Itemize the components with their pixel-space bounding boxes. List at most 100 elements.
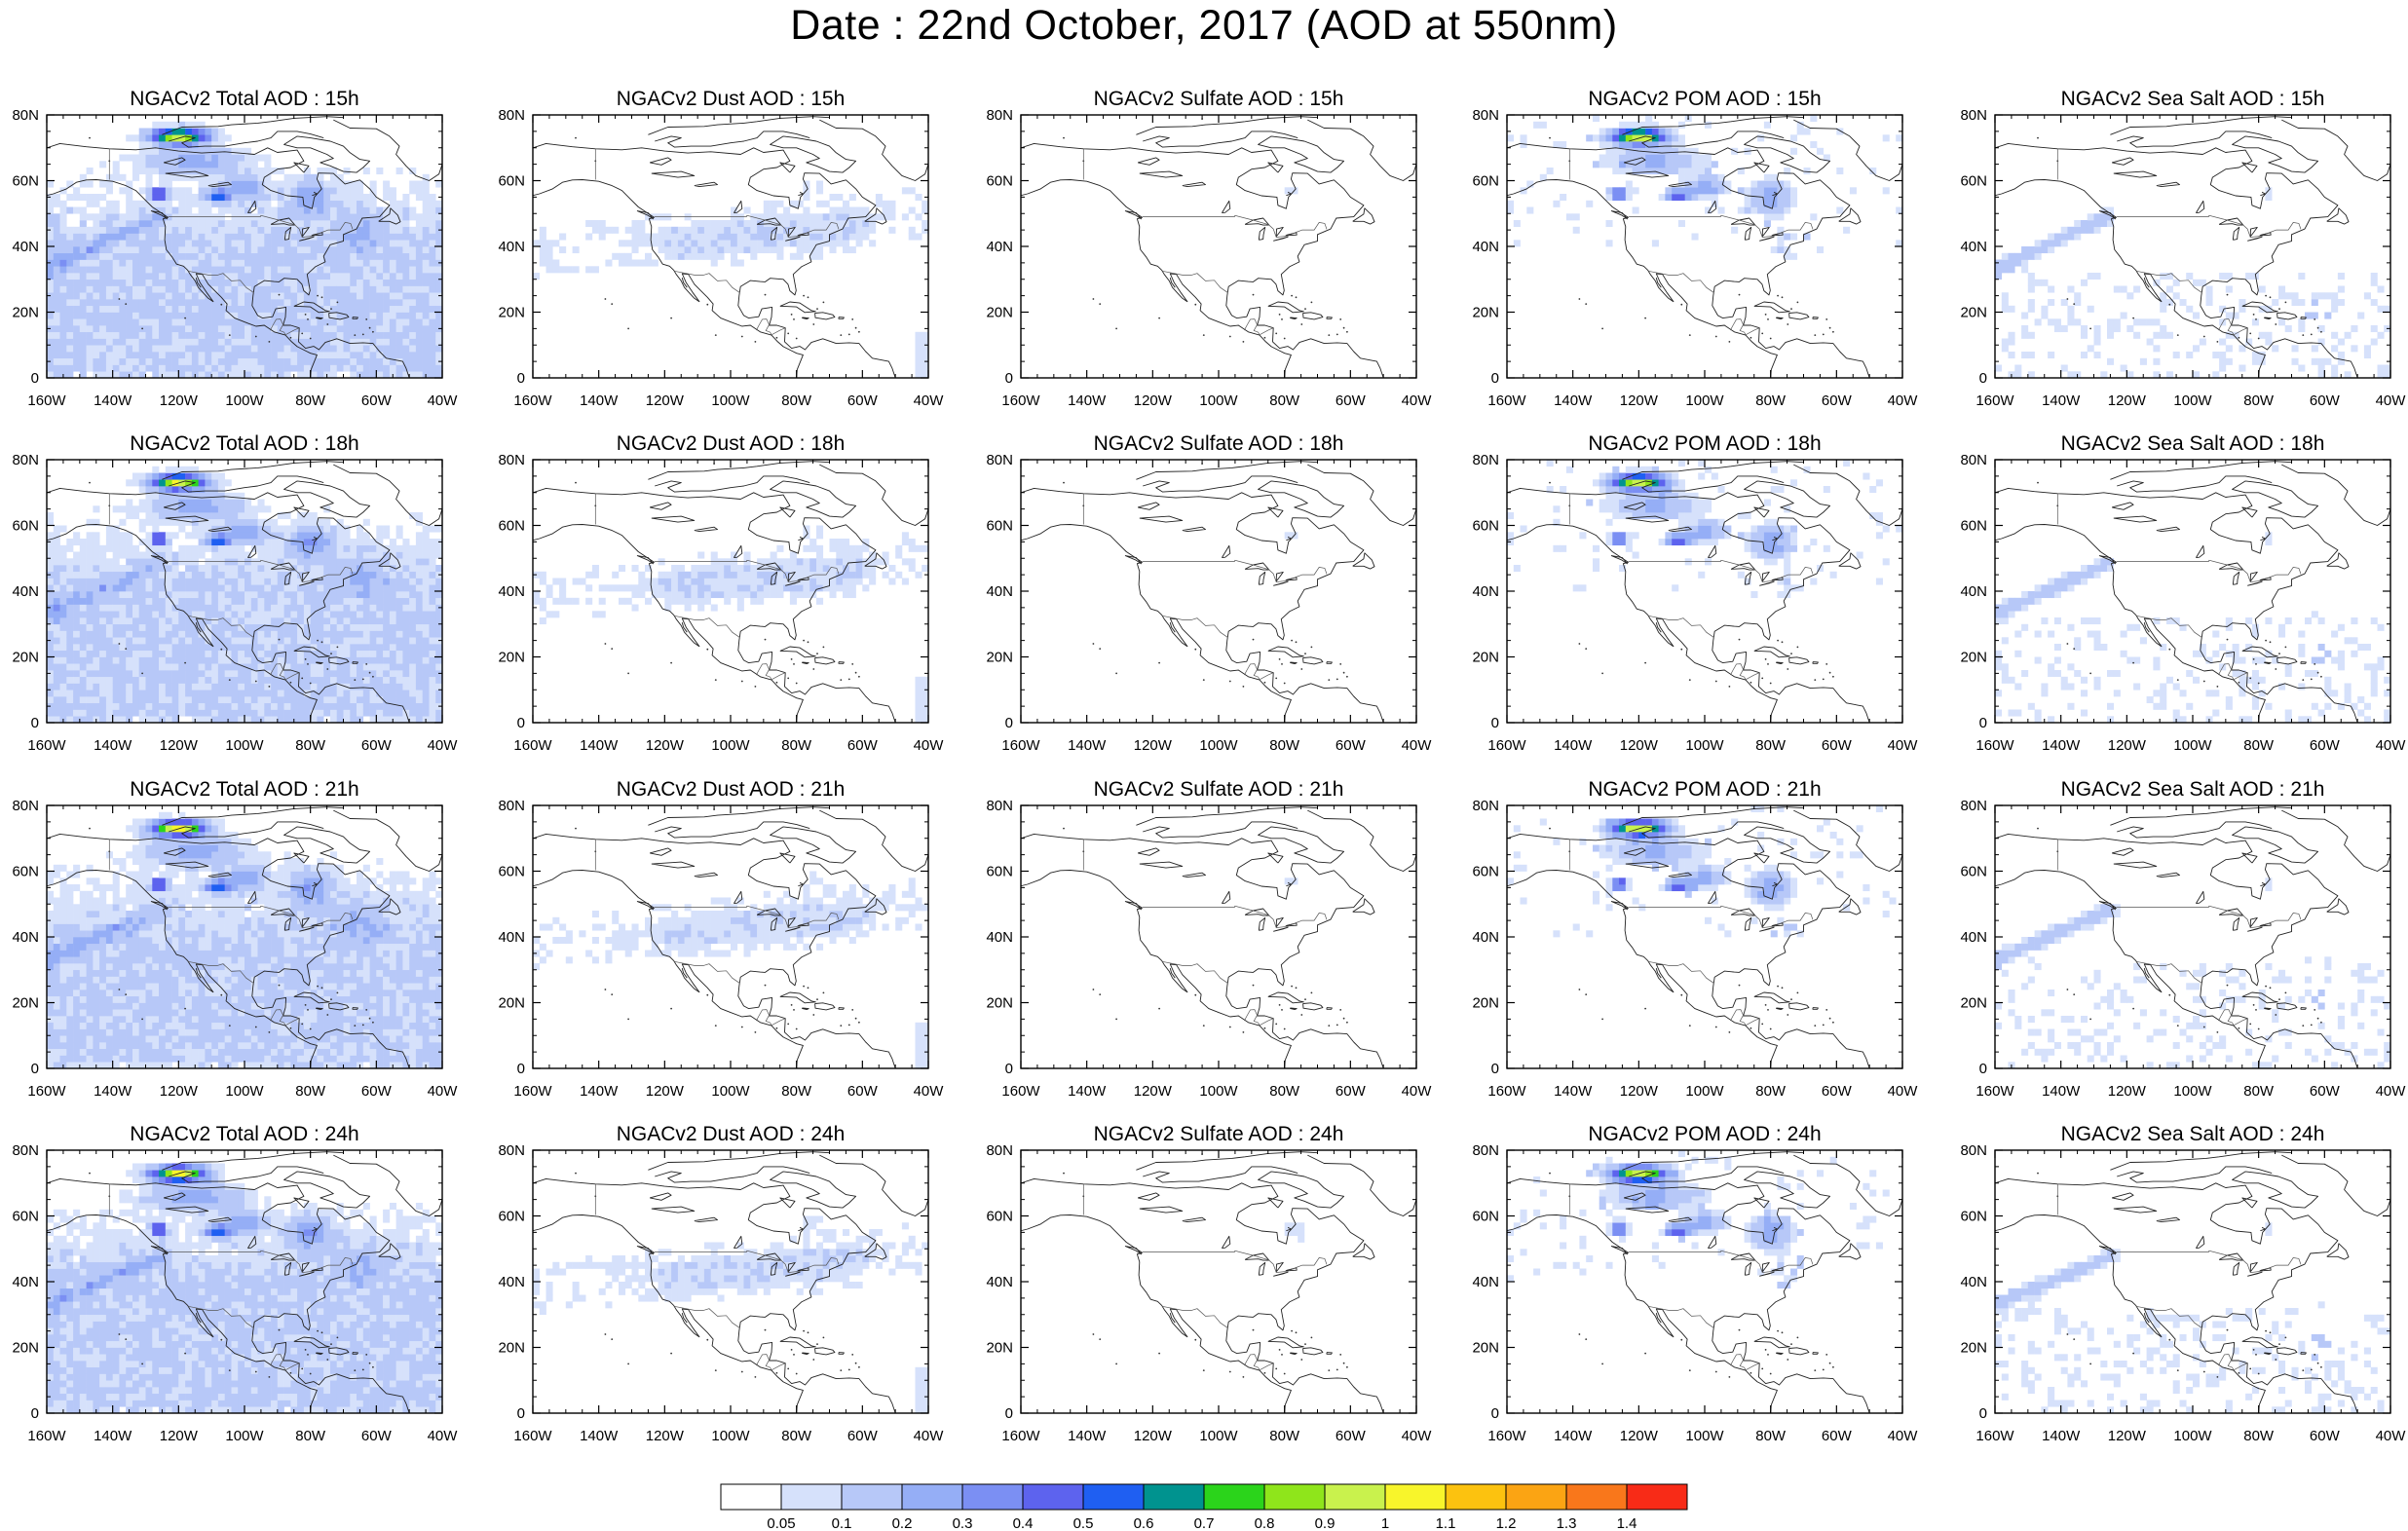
lon-tick-label: 100W xyxy=(2173,392,2212,409)
plot-frame xyxy=(1020,1149,1417,1414)
lon-tick-label: 160W xyxy=(1001,1083,1040,1100)
lon-tick-label: 60W xyxy=(1822,737,1853,754)
lon-tick-label: 40W xyxy=(428,1428,459,1444)
lat-tick-label: 20N xyxy=(1472,305,1499,321)
country-borders xyxy=(594,1183,840,1371)
lat-tick-label: 60N xyxy=(498,173,525,190)
lat-tick-label: 20N xyxy=(12,305,39,321)
lat-tick-label: 60N xyxy=(12,864,39,880)
lat-tick-label: 40N xyxy=(498,1274,525,1290)
colorbar-swatch xyxy=(1203,1483,1265,1511)
lat-tick-label: 20N xyxy=(1472,650,1499,666)
aod-field xyxy=(1507,115,1902,260)
coastlines xyxy=(533,116,928,378)
lon-tick-label: 80W xyxy=(1755,737,1787,754)
lat-tick-label: 0 xyxy=(1979,370,1987,387)
colorbar-label: 1 xyxy=(1381,1515,1389,1531)
lon-tick-label: 160W xyxy=(1975,1083,2014,1100)
lat-tick-label: 60N xyxy=(1960,518,1987,535)
aod-field xyxy=(533,1215,928,1413)
map-panel-dust: NGACv2 Dust AOD : 15h 160W 140W 120W 100W 80W… xyxy=(484,78,971,419)
lon-tick-label: 160W xyxy=(1001,392,1040,409)
aod-field xyxy=(533,525,928,723)
lon-tick-label: 140W xyxy=(1554,1083,1593,1100)
lon-tick-label: 40W xyxy=(914,1428,945,1444)
lon-tick-label: 140W xyxy=(94,1083,132,1100)
map-panel-dust: NGACv2 Dust AOD : 18h 160W 140W 120W 100W 80W… xyxy=(484,423,971,764)
lat-tick-label: 40N xyxy=(498,929,525,946)
lon-tick-label: 80W xyxy=(295,1428,326,1444)
panel-title: NGACv2 POM AOD : 15h xyxy=(1588,88,1822,110)
lon-tick-label: 120W xyxy=(160,1083,199,1100)
panel-title: NGACv2 Dust AOD : 21h xyxy=(616,778,846,801)
lon-tick-label: 140W xyxy=(1554,1428,1593,1444)
lon-tick-label: 60W xyxy=(361,1083,393,1100)
lat-tick-label: 40N xyxy=(12,239,39,255)
lat-tick-label: 40N xyxy=(986,239,1013,255)
lat-tick-label: 80N xyxy=(986,798,1013,814)
lat-tick-label: 60N xyxy=(986,518,1013,535)
lon-tick-label: 120W xyxy=(646,1428,685,1444)
lon-tick-label: 160W xyxy=(27,737,66,754)
lon-tick-label: 60W xyxy=(361,392,393,409)
lon-tick-label: 40W xyxy=(428,1083,459,1100)
coastlines xyxy=(47,806,442,1068)
colorbar-label: 0.8 xyxy=(1255,1515,1275,1531)
aod-field xyxy=(1995,878,2390,1068)
map-plot: 160W 140W 120W 100W 80W 60W 40W 0 20N 40N 60N 80N xyxy=(1472,798,1918,1100)
lat-tick-label: 0 xyxy=(1005,715,1013,731)
map-panel-pom: NGACv2 POM AOD : 15h 160W 140W 120W 100W 80W 6… xyxy=(1458,78,1945,419)
map-panel-sulfate: NGACv2 Sulfate AOD : 24h 160W 140W 120W 100W… xyxy=(972,1113,1459,1454)
lat-tick-label: 20N xyxy=(498,650,525,666)
map-plot: 160W 140W 120W 100W 80W 60W 40W 0 20N 40N 60N 80N xyxy=(12,107,458,409)
lon-tick-label: 60W xyxy=(847,392,879,409)
lat-tick-label: 60N xyxy=(12,518,39,535)
aod-field xyxy=(1507,1150,1890,1289)
coastlines xyxy=(1507,1151,1902,1413)
lat-tick-label: 20N xyxy=(986,995,1013,1012)
country-borders xyxy=(1568,839,1814,1027)
lon-tick-label: 100W xyxy=(711,737,750,754)
coastlines xyxy=(1021,461,1416,723)
coastlines xyxy=(1021,1151,1416,1413)
lon-tick-label: 80W xyxy=(2243,1428,2275,1444)
aod-field xyxy=(47,466,442,723)
country-borders xyxy=(2056,148,2302,336)
lon-tick-label: 40W xyxy=(1402,392,1433,409)
aod-field xyxy=(1995,532,2390,723)
lat-tick-label: 60N xyxy=(498,864,525,880)
lat-tick-label: 0 xyxy=(517,715,525,731)
lon-tick-label: 160W xyxy=(513,392,552,409)
panel-title: NGACv2 Total AOD : 18h xyxy=(130,432,359,455)
lon-tick-label: 100W xyxy=(225,1083,264,1100)
lat-tick-label: 80N xyxy=(1960,1142,1987,1159)
lat-tick-label: 40N xyxy=(986,583,1013,600)
lon-tick-label: 40W xyxy=(2376,737,2407,754)
map-plot: 160W 140W 120W 100W 80W 60W 40W 0 20N 40N 60N 80N xyxy=(12,452,458,754)
lat-tick-label: 40N xyxy=(1960,1274,1987,1290)
lat-tick-label: 0 xyxy=(1491,370,1499,387)
lon-tick-label: 60W xyxy=(361,1428,393,1444)
country-borders xyxy=(1568,148,1814,336)
lat-tick-label: 0 xyxy=(1005,370,1013,387)
colorbar: 0.05 0.1 0.2 0.3 0.4 0.5 0.6 0.7 0.8 0.9 1 1.1 1.2 1.… xyxy=(720,1483,1688,1531)
panel-title: NGACv2 POM AOD : 24h xyxy=(1588,1123,1822,1145)
panel-title: NGACv2 Sea Salt AOD : 18h xyxy=(2060,432,2325,455)
lat-tick-label: 0 xyxy=(1979,715,1987,731)
lon-tick-label: 60W xyxy=(2310,392,2341,409)
lon-tick-label: 140W xyxy=(580,1083,619,1100)
country-borders xyxy=(594,493,840,681)
colorbar-swatch xyxy=(1505,1483,1567,1511)
lat-tick-label: 80N xyxy=(12,452,39,468)
lon-tick-label: 80W xyxy=(1755,1083,1787,1100)
lat-tick-label: 40N xyxy=(1960,239,1987,255)
map-panel-dust: NGACv2 Dust AOD : 21h 160W 140W 120W 100W 80W… xyxy=(484,768,971,1109)
lon-tick-label: 60W xyxy=(2310,1428,2341,1444)
country-borders xyxy=(2056,1183,2302,1371)
lat-tick-label: 80N xyxy=(1472,798,1499,814)
panel-title: NGACv2 POM AOD : 18h xyxy=(1588,432,1822,455)
map-plot: 160W 140W 120W 100W 80W 60W 40W 0 20N 40N 60N 80N xyxy=(1960,107,2406,409)
lon-tick-label: 60W xyxy=(2310,1083,2341,1100)
lon-tick-label: 140W xyxy=(1068,392,1107,409)
lat-tick-label: 20N xyxy=(986,1340,1013,1357)
